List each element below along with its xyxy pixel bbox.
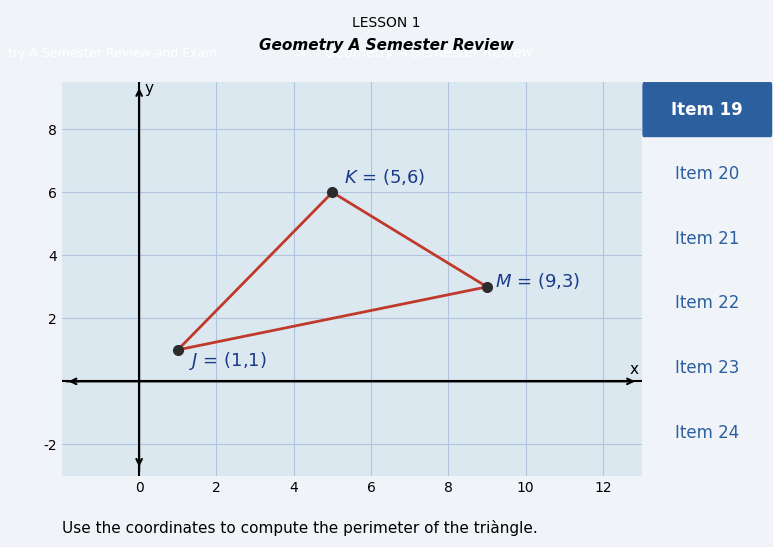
- Text: Item 21: Item 21: [675, 230, 740, 248]
- Text: Item 19: Item 19: [672, 101, 743, 119]
- Text: $\mathit{K}$ = (5,6): $\mathit{K}$ = (5,6): [344, 167, 425, 187]
- Text: LESSON 1: LESSON 1: [352, 16, 421, 31]
- Text: $\mathit{M}$ = (9,3): $\mathit{M}$ = (9,3): [495, 271, 580, 291]
- Text: $\mathit{J}$ = (1,1): $\mathit{J}$ = (1,1): [189, 350, 267, 371]
- Text: Geometry A Semester Review: Geometry A Semester Review: [325, 46, 533, 60]
- Text: x: x: [629, 362, 638, 377]
- Text: Geometry A Semester Review: Geometry A Semester Review: [259, 38, 514, 53]
- Text: Item 22: Item 22: [675, 294, 740, 312]
- Text: try A Semester Review and Exam: try A Semester Review and Exam: [8, 47, 217, 60]
- Text: Use the coordinates to compute the perimeter of the triàngle.: Use the coordinates to compute the perim…: [62, 520, 537, 536]
- Text: y: y: [145, 81, 154, 96]
- Text: Item 20: Item 20: [675, 165, 740, 183]
- FancyBboxPatch shape: [642, 82, 772, 137]
- Text: >: >: [294, 46, 306, 61]
- Text: Item 24: Item 24: [675, 423, 740, 441]
- Text: Item 23: Item 23: [675, 359, 740, 377]
